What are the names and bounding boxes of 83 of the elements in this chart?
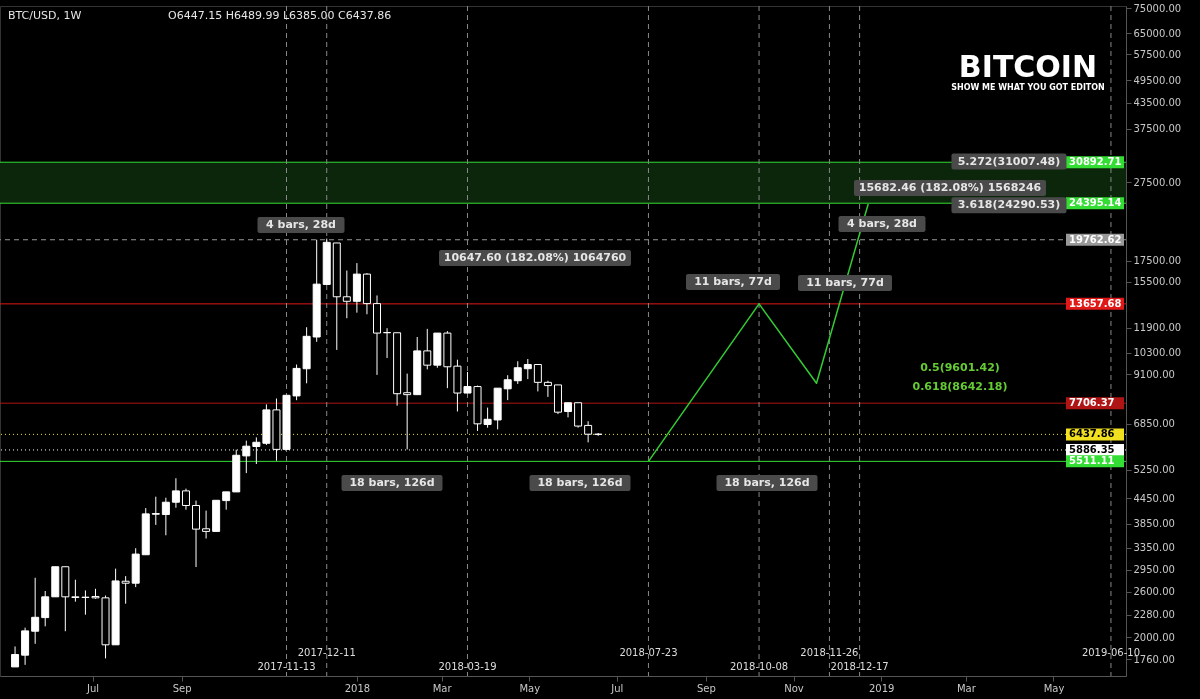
x-tick-label: May — [1043, 682, 1065, 694]
y-tick-label: 43500.00 — [1133, 97, 1182, 109]
candlestick — [31, 577, 40, 645]
y-tick-label: 5250.00 — [1133, 464, 1175, 476]
ref-line-label: 2017-11-13 — [257, 661, 316, 672]
y-tick-label: 2280.00 — [1133, 609, 1175, 621]
x-tick-label: Jul — [610, 682, 624, 694]
candlestick — [423, 328, 432, 370]
x-tick-label: May — [519, 682, 541, 694]
annotation: 0.5(9601.42) — [920, 361, 1000, 374]
annotation: 18 bars, 126d — [537, 476, 623, 489]
x-tick-label: Sep — [172, 682, 192, 694]
ref-line-label: 13657.68 — [1069, 297, 1122, 309]
y-tick-label: 27500.00 — [1133, 176, 1182, 188]
x-tick-label: Sep — [696, 682, 716, 694]
y-tick-label: 11900.00 — [1133, 322, 1182, 334]
text: SHOW ME WHAT YOU GOT EDITON — [951, 83, 1105, 92]
annotation: 11 bars, 77d — [694, 275, 772, 288]
x-tick-label: 2018 — [344, 682, 371, 694]
candlestick — [151, 496, 160, 526]
annotation: 10647.60 (182.08%) 1064760 — [443, 251, 627, 264]
annotation: 3.618(24290.53) — [957, 198, 1061, 212]
annotation: 4 bars, 28d — [847, 217, 917, 230]
text: BITCOIN — [958, 49, 1098, 84]
y-tick-label: 6850.00 — [1133, 418, 1175, 430]
y-tick-label: 37500.00 — [1133, 123, 1182, 135]
candlestick — [161, 497, 170, 536]
candlestick — [181, 488, 190, 511]
annotation: 11 bars, 77d — [806, 276, 884, 289]
y-tick-label: 49500.00 — [1133, 74, 1182, 86]
ref-line-label: 2017-12-11 — [297, 647, 356, 658]
y-tick-label: 3350.00 — [1133, 542, 1175, 554]
ref-line-label: 2018-10-08 — [729, 661, 789, 672]
ref-line-label: 30892.71 — [1069, 156, 1122, 168]
y-tick-label: 2000.00 — [1133, 631, 1175, 643]
annotation: BTC/USD, 1W — [8, 9, 82, 22]
y-tick-label: 65000.00 — [1133, 27, 1182, 39]
candlestick — [202, 510, 211, 540]
ref-line-label: 2018-11-26 — [800, 647, 859, 658]
annotation: 15682.46 (182.08%) 1568246 — [858, 181, 1042, 194]
y-tick-label: 10300.00 — [1133, 347, 1182, 359]
candlestick — [403, 373, 412, 450]
x-tick-label: Nov — [784, 682, 804, 694]
x-tick-label: 2019 — [868, 682, 895, 694]
y-tick-label: 15500.00 — [1133, 276, 1182, 288]
candlestick — [523, 358, 532, 380]
annotation: 5.272(31007.48) — [957, 154, 1061, 168]
y-tick-label: 4450.00 — [1133, 492, 1175, 504]
ref-line-label: 5511.11 — [1069, 455, 1115, 467]
y-tick-label: 75000.00 — [1133, 2, 1182, 14]
annotation: 0.618(8642.18) — [912, 380, 1008, 393]
annotation: 18 bars, 126d — [724, 476, 810, 489]
x-tick-label: Mar — [956, 682, 977, 694]
y-tick-label: 17500.00 — [1133, 255, 1182, 267]
ref-line-label: 24395.14 — [1069, 197, 1122, 209]
x-tick-label: Jul — [86, 682, 100, 694]
candlestick — [171, 477, 180, 509]
x-tick-label: Mar — [432, 682, 453, 694]
ref-line-label: 7706.37 — [1069, 397, 1115, 409]
candlestick — [543, 380, 552, 398]
candlestick — [513, 360, 522, 385]
y-tick-label: 3850.00 — [1133, 518, 1175, 530]
ref-line-label: 2018-07-23 — [619, 647, 678, 658]
candlestick — [342, 270, 351, 319]
y-tick-label: 9100.00 — [1133, 368, 1175, 380]
y-tick-label: 2600.00 — [1133, 586, 1175, 598]
ref-line-label: 2018-12-17 — [830, 661, 889, 672]
annotation: 4 bars, 28d — [266, 218, 336, 231]
y-tick-label: 57500.00 — [1133, 48, 1182, 60]
ref-line-label: 5886.35 — [1069, 443, 1115, 455]
y-tick-label: 2950.00 — [1133, 564, 1175, 576]
candlestick — [11, 645, 20, 668]
candlestick — [533, 364, 542, 392]
ref-line-label: 6437.86 — [1069, 428, 1115, 440]
candlestick — [192, 500, 201, 568]
candlestick — [584, 420, 593, 443]
candlestick — [41, 590, 50, 627]
candlestick — [503, 374, 512, 401]
candlestick — [574, 402, 583, 429]
annotation: O6447.15 H6489.99 L6385.00 C6437.86 — [168, 9, 392, 22]
annotation: 18 bars, 126d — [349, 476, 435, 489]
ref-line-label: 2018-03-19 — [438, 661, 497, 672]
ref-line-label: 19762.62 — [1069, 233, 1122, 245]
